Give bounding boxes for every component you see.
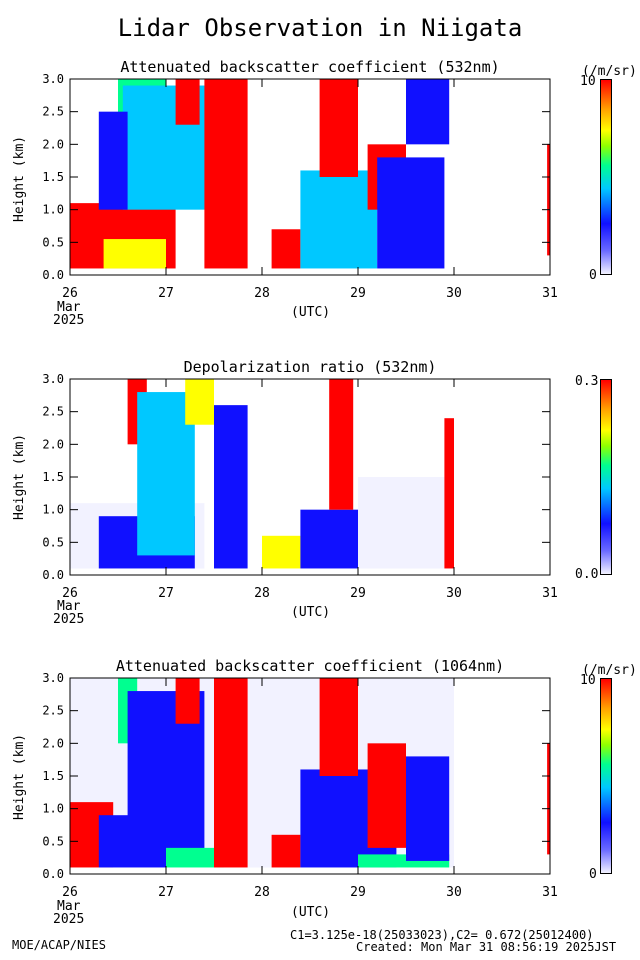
panel-1-cell-12 [406, 79, 450, 145]
panel-3-cell-14 [547, 743, 550, 855]
panel-3-ytick-label-6: 3.0 [42, 671, 64, 685]
panel-1-xtick-label-5: 31 [542, 286, 558, 301]
panel-1-ytick-label-6: 3.0 [42, 72, 64, 86]
page-title: Lidar Observation in Niigata [117, 14, 523, 42]
panel-1-cell-7 [271, 229, 301, 269]
footer-calibration: C1=3.125e-18(25033023),C2= 0.672(2501240… [290, 928, 594, 942]
panel-1-cell-11 [377, 157, 445, 269]
panel-3-ytick-label-0: 0.0 [42, 867, 64, 881]
panel-1-xtick-label-1: 27 [158, 286, 174, 301]
panel-1-ytick-label-0: 0.0 [42, 268, 64, 282]
panel-2-cell-7 [300, 509, 358, 569]
panel-1-colorbar-min: 0 [589, 268, 597, 283]
panel-2-xtick-label-0: 26 [62, 586, 78, 601]
footer-organization: MOE/ACAP/NIES [12, 938, 106, 952]
panel-1-cell-8 [300, 170, 378, 269]
panel-1-cell-6 [204, 79, 248, 269]
panel-2-xtick-label-2: 28 [254, 586, 270, 601]
panel-2-colorbar [600, 379, 612, 575]
panel-1-colorbar-unit: (/m/sr) [582, 64, 637, 79]
panel-2-colorbar-max: 0.3 [575, 374, 599, 389]
panel-1-ytick-label-3: 1.5 [42, 170, 64, 184]
panel-2-xtick-label-3: 29 [350, 586, 366, 601]
panel-2-title: Depolarization ratio (532nm) [183, 358, 437, 376]
panel-3-year: 2025 [53, 912, 85, 927]
panel-1-cell-4 [98, 111, 128, 210]
panel-3-xtick-label-2: 28 [254, 885, 270, 900]
panel-1-cell-1 [103, 239, 166, 269]
panel-1-cell-9 [319, 79, 358, 177]
panel-2-year: 2025 [53, 612, 85, 627]
panel-1-xtick-label-2: 28 [254, 286, 270, 301]
panel-2-cell-6 [262, 535, 301, 569]
panel-2-ytick-label-1: 0.5 [42, 535, 64, 549]
panel-3-ytick-label-4: 2.0 [42, 736, 64, 750]
panel-2-xtick-label-4: 30 [446, 586, 462, 601]
panel-3-xtick-label-3: 29 [350, 885, 366, 900]
panel-3-cell-10 [319, 678, 358, 776]
panel-2-cell-4 [185, 379, 214, 425]
panel-1-colorbar-max: 10 [580, 74, 596, 89]
panel-3-ytick-label-5: 2.5 [42, 704, 64, 718]
panel-3-month: Mar [57, 899, 81, 914]
footer-created: Created: Mon Mar 31 08:56:19 2025JST [356, 940, 617, 954]
panel-1-title: Attenuated backscatter coefficient (532n… [120, 58, 500, 76]
panel-1-xtick-label-3: 29 [350, 286, 366, 301]
panel-2-cell-8 [329, 379, 354, 510]
panel-2-month: Mar [57, 599, 81, 614]
panel-3-cell-8 [271, 834, 301, 868]
panel-3-xtick-label-1: 27 [158, 885, 174, 900]
panel-1-ytick-label-1: 0.5 [42, 235, 64, 249]
panel-2-cell-10 [444, 418, 454, 569]
panel-3-ytick-label-2: 1.0 [42, 802, 64, 816]
panel-1-xlabel: (UTC) [291, 305, 331, 320]
panel-2-cell-3 [137, 392, 195, 556]
panel-2-cell-9 [358, 477, 445, 569]
panel-3-ytick-label-3: 1.5 [42, 769, 64, 783]
panel-3-xtick-label-4: 30 [446, 885, 462, 900]
panel-3-cell-5 [166, 847, 224, 868]
panel-2-ytick-label-6: 3.0 [42, 372, 64, 386]
panel-3-colorbar [600, 678, 612, 874]
panel-1-ytick-label-2: 1.0 [42, 203, 64, 217]
panel-1-ytick-label-4: 2.0 [42, 137, 64, 151]
panel-2-ytick-label-4: 2.0 [42, 437, 64, 451]
panel-1-ytick-label-5: 2.5 [42, 105, 64, 119]
panel-2-ytick-label-0: 0.0 [42, 568, 64, 582]
panel-1-xtick-label-4: 30 [446, 286, 462, 301]
panel-1-cell-13 [547, 144, 550, 256]
panel-3-cell-7 [214, 678, 248, 868]
panel-3-xtick-label-0: 26 [62, 885, 78, 900]
panel-3-title: Attenuated backscatter coefficient (1064… [115, 657, 505, 675]
panel-1-colorbar [600, 79, 612, 275]
panel-3-cell-12 [367, 743, 406, 848]
panel-3-cell-13 [406, 756, 450, 861]
panel-1-cell-5 [175, 79, 200, 125]
panel-3-xtick-label-5: 31 [542, 885, 558, 900]
panel-2-xtick-label-5: 31 [542, 586, 558, 601]
panel-2-cell-5 [214, 405, 248, 569]
panel-3-colorbar-min: 0 [589, 867, 597, 882]
panel-2-ytick-label-3: 1.5 [42, 470, 64, 484]
panel-3-cell-6 [175, 678, 200, 724]
panel-2-xlabel: (UTC) [291, 605, 331, 620]
panel-1-xtick-label-0: 26 [62, 286, 78, 301]
panel-3-ytick-label-1: 0.5 [42, 834, 64, 848]
panel-1-cell-3 [122, 85, 214, 210]
panel-3-colorbar-max: 10 [580, 673, 596, 688]
panel-3-colorbar-unit: (/m/sr) [582, 663, 637, 678]
panel-2-ytick-label-2: 1.0 [42, 503, 64, 517]
panel-1-month: Mar [57, 300, 81, 315]
panel-2-colorbar-min: 0.0 [575, 567, 599, 582]
panel-2-xtick-label-1: 27 [158, 586, 174, 601]
panel-3-xlabel: (UTC) [291, 905, 331, 920]
panel-1-year: 2025 [53, 313, 85, 328]
panel-2-ytick-label-5: 2.5 [42, 405, 64, 419]
